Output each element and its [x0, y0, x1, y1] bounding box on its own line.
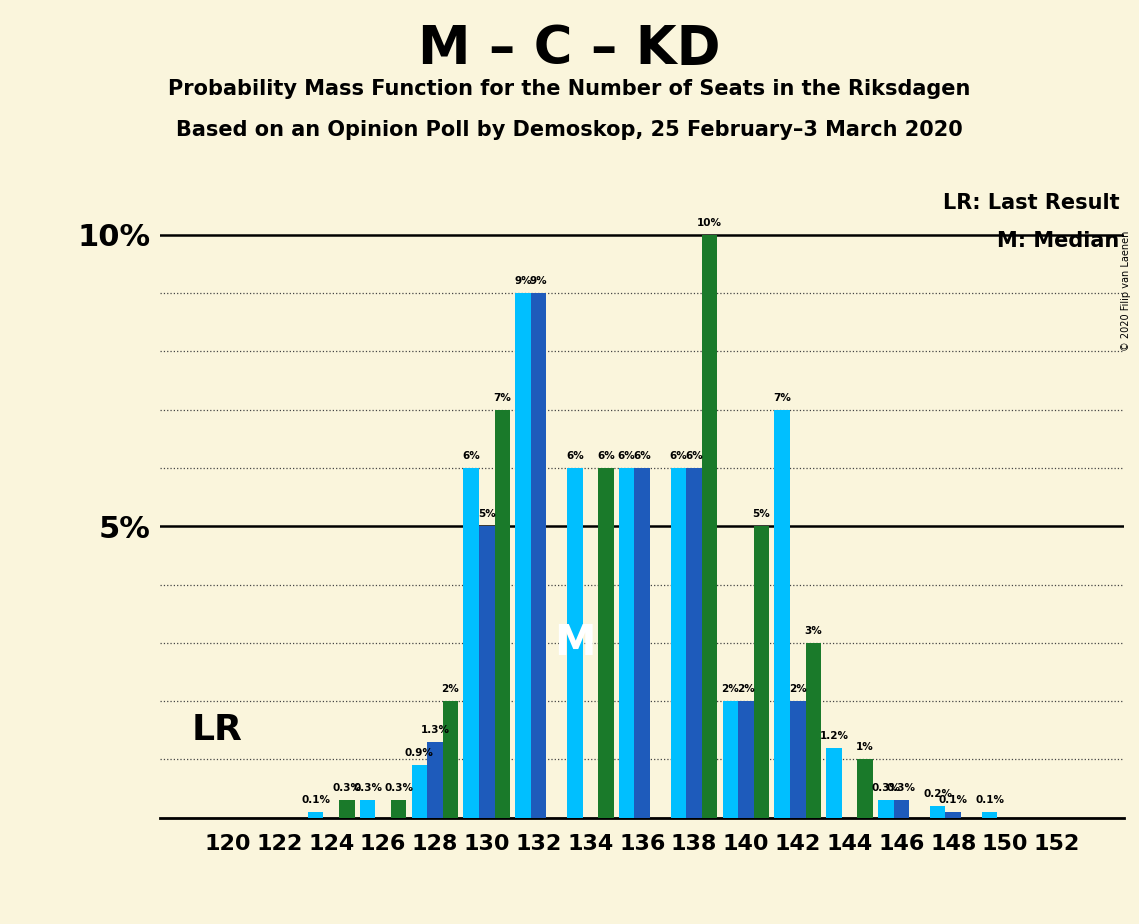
Text: Based on an Opinion Poll by Demoskop, 25 February–3 March 2020: Based on an Opinion Poll by Demoskop, 25…	[177, 120, 962, 140]
Text: 6%: 6%	[617, 451, 636, 461]
Bar	[411, 765, 427, 818]
Bar	[443, 701, 458, 818]
Bar	[515, 293, 531, 818]
Text: LR: Last Result: LR: Last Result	[943, 193, 1120, 213]
Bar	[945, 812, 961, 818]
Text: 3%: 3%	[804, 626, 822, 636]
Text: 1.2%: 1.2%	[820, 731, 849, 741]
Bar	[618, 468, 634, 818]
Bar	[826, 748, 842, 818]
Text: 0.3%: 0.3%	[333, 784, 361, 793]
Text: 0.3%: 0.3%	[887, 784, 916, 793]
Bar	[858, 760, 872, 818]
Text: 0.3%: 0.3%	[384, 784, 413, 793]
Bar	[722, 701, 738, 818]
Text: 0.2%: 0.2%	[924, 789, 952, 799]
Text: 0.1%: 0.1%	[939, 795, 968, 805]
Bar	[427, 742, 443, 818]
Text: Probability Mass Function for the Number of Seats in the Riksdagen: Probability Mass Function for the Number…	[169, 79, 970, 99]
Text: 2%: 2%	[721, 684, 739, 694]
Text: 0.1%: 0.1%	[975, 795, 1003, 805]
Bar	[929, 806, 945, 818]
Text: 10%: 10%	[697, 218, 722, 228]
Bar	[878, 800, 894, 818]
Bar	[805, 643, 821, 818]
Bar	[687, 468, 702, 818]
Text: © 2020 Filip van Laenen: © 2020 Filip van Laenen	[1121, 231, 1131, 351]
Bar	[494, 409, 510, 818]
Text: 5%: 5%	[478, 509, 495, 519]
Text: 7%: 7%	[773, 393, 792, 403]
Text: 1%: 1%	[857, 742, 874, 752]
Bar	[360, 800, 376, 818]
Text: 9%: 9%	[514, 276, 532, 286]
Text: 6%: 6%	[633, 451, 652, 461]
Text: 6%: 6%	[566, 451, 584, 461]
Text: 0.3%: 0.3%	[353, 784, 382, 793]
Text: 0.9%: 0.9%	[405, 748, 434, 759]
Text: 7%: 7%	[493, 393, 511, 403]
Bar	[480, 527, 494, 818]
Bar	[634, 468, 650, 818]
Bar	[982, 812, 998, 818]
Text: 6%: 6%	[462, 451, 480, 461]
Text: 2%: 2%	[442, 684, 459, 694]
Bar	[531, 293, 547, 818]
Bar	[671, 468, 687, 818]
Text: 1.3%: 1.3%	[420, 724, 450, 735]
Bar	[567, 468, 583, 818]
Text: M: M	[554, 622, 596, 663]
Text: 0.3%: 0.3%	[871, 784, 900, 793]
Text: M: Median: M: Median	[997, 231, 1120, 251]
Bar	[894, 800, 909, 818]
Text: M – C – KD: M – C – KD	[418, 23, 721, 75]
Bar	[754, 527, 769, 818]
Bar	[598, 468, 614, 818]
Text: 2%: 2%	[789, 684, 806, 694]
Text: 6%: 6%	[686, 451, 703, 461]
Bar	[738, 701, 754, 818]
Bar	[702, 235, 718, 818]
Text: 9%: 9%	[530, 276, 548, 286]
Text: LR: LR	[191, 713, 243, 748]
Text: 5%: 5%	[753, 509, 770, 519]
Text: 6%: 6%	[597, 451, 615, 461]
Bar	[790, 701, 805, 818]
Bar	[391, 800, 407, 818]
Bar	[464, 468, 480, 818]
Text: 2%: 2%	[737, 684, 755, 694]
Bar	[308, 812, 323, 818]
Bar	[775, 409, 790, 818]
Text: 0.1%: 0.1%	[301, 795, 330, 805]
Bar	[339, 800, 354, 818]
Text: 6%: 6%	[670, 451, 688, 461]
